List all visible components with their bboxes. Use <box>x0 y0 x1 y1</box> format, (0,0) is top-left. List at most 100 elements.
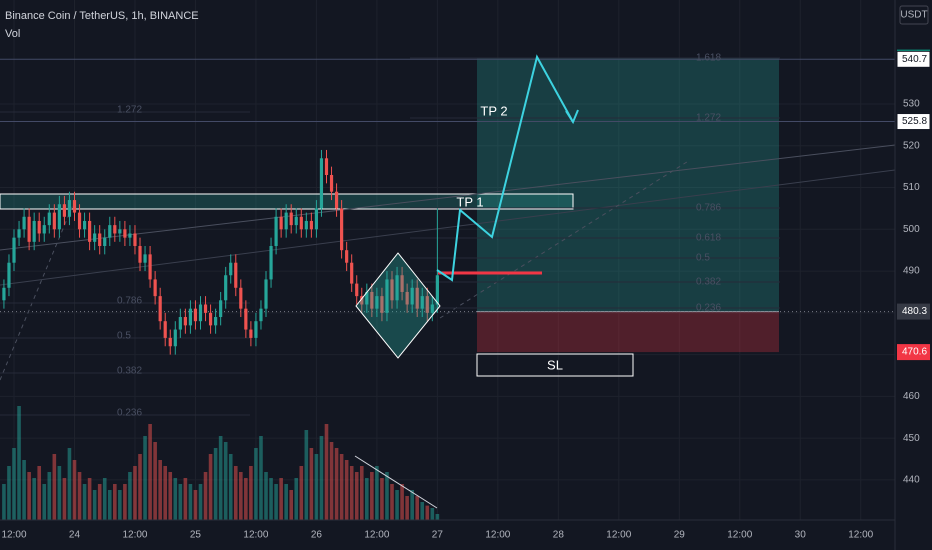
candle-body <box>143 254 147 263</box>
volume-bar <box>213 448 218 520</box>
x-tick-label: 27 <box>432 530 444 541</box>
fib-label: 0.5 <box>117 331 131 342</box>
candle-body <box>350 262 354 284</box>
volume-label: Vol <box>5 28 20 40</box>
volume-bar <box>37 466 42 520</box>
volume-bar <box>72 460 77 520</box>
volume-bar <box>57 466 62 520</box>
candle-body <box>27 216 31 242</box>
y-tick-label: 450 <box>903 433 920 444</box>
volume-bar <box>82 484 87 520</box>
candle-body <box>289 212 293 226</box>
volume-bar <box>17 406 21 520</box>
volume-bar <box>314 454 319 520</box>
fib-label: 0.786 <box>696 203 721 214</box>
volume-bar <box>168 472 173 520</box>
volume-bar <box>339 454 344 520</box>
y-tick-label: 500 <box>903 224 920 235</box>
x-tick-label: 12:00 <box>848 530 873 541</box>
fib-label: 1.272 <box>696 113 721 124</box>
volume-bar <box>359 466 364 520</box>
volume-bar <box>158 460 162 520</box>
candle-body <box>375 296 379 309</box>
tp2-label: TP 2 <box>480 103 507 118</box>
volume-bar <box>113 484 117 520</box>
fib-label: 0.382 <box>696 277 721 288</box>
candle-body <box>324 158 329 176</box>
volume-bar <box>193 490 198 520</box>
volume-bar <box>269 478 273 520</box>
x-tick-label: 12:00 <box>606 530 631 541</box>
candle-body <box>214 317 218 326</box>
profit-zone <box>477 57 779 312</box>
x-tick-label: 12:00 <box>727 530 752 541</box>
x-tick-label: 30 <box>795 530 807 541</box>
fib-label: 0.618 <box>696 233 721 244</box>
price-marker-bg <box>896 113 931 131</box>
candle-body <box>284 212 288 230</box>
chart-title: Binance Coin / TetherUS, 1h, BINANCE <box>5 10 199 22</box>
candle-body <box>113 225 117 234</box>
candle-body <box>198 304 203 322</box>
candle-body <box>319 158 324 209</box>
candle-body <box>93 233 97 242</box>
candle-body <box>365 291 369 305</box>
volume-bar <box>289 490 294 520</box>
candle-body <box>244 308 248 330</box>
candle-body <box>208 312 213 326</box>
volume-bar <box>42 484 47 520</box>
candle-body <box>420 296 424 309</box>
candle-body <box>279 216 283 230</box>
currency-label: USDT <box>900 10 927 21</box>
candle-body <box>57 204 61 230</box>
candle-body <box>138 246 142 263</box>
candle-body <box>400 275 404 292</box>
candle-body <box>153 279 157 297</box>
volume-bar <box>107 490 112 520</box>
candle-body <box>203 304 208 313</box>
volume-bar <box>203 472 208 520</box>
volume-bar <box>97 484 102 520</box>
price-axis-bg <box>895 0 932 550</box>
volume-bar <box>12 448 16 520</box>
candle-body <box>249 329 253 338</box>
volume-bar <box>188 484 193 520</box>
candle-body <box>183 317 187 326</box>
currency-box[interactable] <box>899 5 929 25</box>
x-tick-label: 26 <box>311 530 323 541</box>
volume-bar <box>400 484 404 520</box>
diamond-pattern <box>355 252 441 359</box>
x-tick-label: 12:00 <box>364 530 389 541</box>
y-tick-label: 530 <box>903 99 920 110</box>
candle-body <box>52 212 56 230</box>
price-marker-label: 525.8 <box>902 116 927 127</box>
candle-body <box>47 212 51 226</box>
volume-bar <box>153 442 157 520</box>
candle-body <box>173 329 177 347</box>
volume-bar <box>420 502 425 520</box>
candle-body <box>234 262 238 288</box>
volume-bar <box>163 466 168 520</box>
price-marker-label: 540.7 <box>902 54 927 65</box>
candle-body <box>22 216 26 230</box>
x-tick-label: 12:00 <box>243 530 268 541</box>
tp1-label: TP 1 <box>456 194 483 209</box>
volume-bar <box>319 436 324 520</box>
candle-body <box>345 250 349 263</box>
volume-bar <box>304 430 309 520</box>
volume-bar <box>244 478 248 520</box>
volume-bar <box>7 466 11 520</box>
volume-bar <box>128 472 132 520</box>
volume-bar <box>380 478 384 520</box>
candle-body <box>32 220 36 242</box>
candle-body <box>17 229 21 238</box>
y-tick-label: 490 <box>903 266 920 277</box>
volume-bar <box>354 472 359 520</box>
fib-label: 1.272 <box>117 105 142 116</box>
volume-bar <box>390 484 394 520</box>
volume-bar <box>87 478 92 520</box>
price-marker-bg <box>897 344 930 361</box>
sl-box <box>476 353 634 377</box>
x-tick-label: 12:00 <box>485 530 510 541</box>
candle-body <box>7 262 11 288</box>
